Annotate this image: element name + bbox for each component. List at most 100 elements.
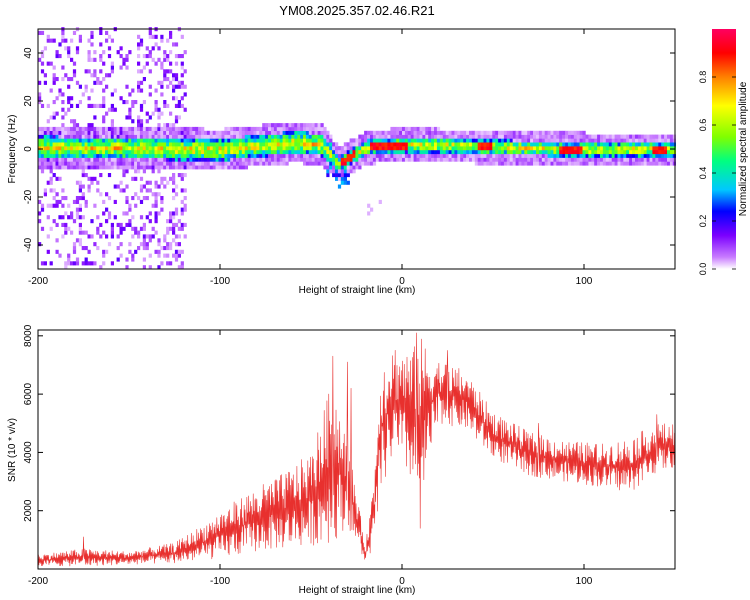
spectrogram-cell-884 — [148, 30, 152, 35]
spectrogram-cell-1342 — [221, 142, 225, 147]
spectrogram-cell-2538 — [591, 142, 595, 147]
spectrogram-cell-599 — [113, 146, 117, 151]
spectrogram-cell-2331 — [524, 150, 528, 155]
spectrogram-cell-689 — [125, 57, 129, 62]
spectrogram-cell-2482 — [573, 157, 577, 162]
spectrogram-cell-1000 — [163, 146, 167, 151]
spectrogram-cell-1221 — [189, 165, 193, 170]
spectrogram-cell-342 — [81, 246, 85, 251]
spectrogram-cell-799 — [139, 126, 144, 131]
spectrogram-cell-2122 — [454, 146, 458, 151]
spectrogram-cell-2548 — [594, 134, 598, 139]
spectrogram-cell-397 — [87, 134, 91, 139]
spectrogram-cell-640 — [119, 134, 123, 139]
spectrogram-cell-1673 — [311, 134, 315, 139]
spectrogram-cell-369 — [84, 165, 88, 170]
spectrogram-cell-2668 — [637, 134, 642, 139]
spectrogram-cell-14 — [38, 126, 42, 131]
spectrogram-cell-802 — [139, 107, 144, 112]
spectrogram-cell-2504 — [579, 142, 583, 147]
spectrogram-cell-520 — [102, 88, 106, 93]
spectrogram-cell-1486 — [262, 153, 266, 158]
spectrogram-cell-2259 — [501, 150, 505, 155]
spectrogram-cell-1591 — [288, 126, 292, 131]
spectrogram-cell-2563 — [600, 138, 604, 143]
spectrogram-cell-1407 — [238, 142, 243, 147]
spectrogram-cell-2225 — [489, 142, 493, 147]
spectrogram-cell-697 — [128, 165, 132, 170]
spectrogram-cell-2577 — [605, 146, 609, 151]
spectrogram-cell-307 — [75, 126, 80, 131]
spectrogram-cell-2244 — [495, 138, 499, 143]
spectrogram-cell-626 — [119, 242, 123, 247]
spectrogram-cell-2281 — [506, 134, 510, 139]
spectrogram-cell-1510 — [268, 146, 272, 151]
spectrogram-cell-1490 — [262, 138, 266, 143]
spectrogram-cell-8 — [38, 150, 42, 155]
spectrogram-cell-1687 — [314, 123, 318, 128]
spectrogram-cell-2708 — [652, 134, 656, 139]
spectrogram-cell-1544 — [276, 142, 280, 147]
spectrogram-cell-1364 — [227, 138, 231, 143]
spectrogram-cell-1201 — [183, 138, 187, 143]
spectrogram-cell-1039 — [166, 57, 170, 62]
spectrogram-cell-851 — [145, 130, 149, 135]
spectrogram-cell-2654 — [635, 157, 639, 162]
spectrogram-cell-2197 — [480, 146, 484, 151]
spectrogram-cell-1452 — [250, 130, 254, 135]
spectrogram-cell-1713 — [323, 153, 327, 158]
spectrogram-cell-508 — [102, 150, 106, 155]
spectrogram-cell-2588 — [608, 134, 612, 139]
spectrogram-cell-869 — [148, 153, 152, 158]
spectrogram-cell-2001 — [413, 146, 417, 151]
spectrogram-cell-611 — [116, 222, 120, 227]
spectrogram-cell-2712 — [655, 150, 659, 155]
spectrogram-cell-2186 — [477, 153, 481, 158]
spectrogram-cell-716 — [131, 226, 135, 231]
spectrogram-cell-1533 — [273, 142, 278, 147]
spectrogram-cell-79 — [46, 38, 50, 43]
spectrogram-cell-2391 — [544, 161, 548, 166]
spectrogram-cell-2208 — [483, 138, 487, 143]
spectrogram-cell-1401 — [238, 165, 243, 170]
spectrogram-cell-1649 — [305, 142, 310, 147]
spectrogram-cell-1955 — [399, 150, 403, 155]
spectrogram-cell-2489 — [573, 130, 577, 135]
spectrogram-cell-224 — [67, 203, 71, 208]
spectrogram-cell-999 — [163, 150, 167, 155]
spectrogram-cell-2473 — [570, 157, 575, 162]
spectrogram-cell-2165 — [469, 134, 473, 139]
spectrogram-cell-2297 — [512, 142, 516, 147]
spectrogram-cell-917 — [154, 165, 158, 170]
spectrogram-cell-1222 — [189, 161, 193, 166]
spectrogram-cell-1776 — [340, 165, 344, 170]
spectrogram-cell-965 — [160, 207, 164, 212]
spectrogram-cell-731 — [131, 119, 135, 124]
spectrogram-cell-1116 — [174, 138, 179, 143]
spectrogram-cell-2447 — [562, 153, 566, 158]
spectrogram-cell-613 — [116, 165, 120, 170]
spectrogram-cell-1019 — [166, 230, 170, 235]
spectrogram-cell-2147 — [463, 142, 467, 147]
spectrogram-cell-634 — [119, 157, 123, 162]
spectrogram-cell-1038 — [166, 69, 170, 74]
spectrogram-cell-1109 — [174, 165, 179, 170]
spectrogram-cell-437 — [93, 161, 97, 166]
spectrogram-cell-2 — [38, 211, 42, 216]
spectrogram-cell-738 — [134, 203, 138, 208]
spectrogram-cell-417 — [90, 150, 94, 155]
spectrogram-cell-2067 — [434, 134, 438, 139]
spectrogram-cell-2311 — [518, 157, 522, 162]
spectrogram-cell-310 — [75, 80, 80, 85]
spectrogram-cell-2102 — [445, 130, 449, 135]
spectrogram-cell-2248 — [498, 157, 502, 162]
spectrogram-cell-913 — [154, 196, 158, 201]
spectrogram-cell-1290 — [206, 150, 211, 155]
spectrogram-cell-2720 — [658, 150, 662, 155]
spectrogram-cell-402 — [87, 96, 91, 101]
spectrogram-cell-154 — [58, 165, 62, 170]
spectrogram-cell-2442 — [559, 138, 563, 143]
spectrogram-cell-2593 — [611, 146, 615, 151]
spectrogram-cell-2032 — [422, 130, 426, 135]
spectrogram-cell-1941 — [393, 134, 397, 139]
